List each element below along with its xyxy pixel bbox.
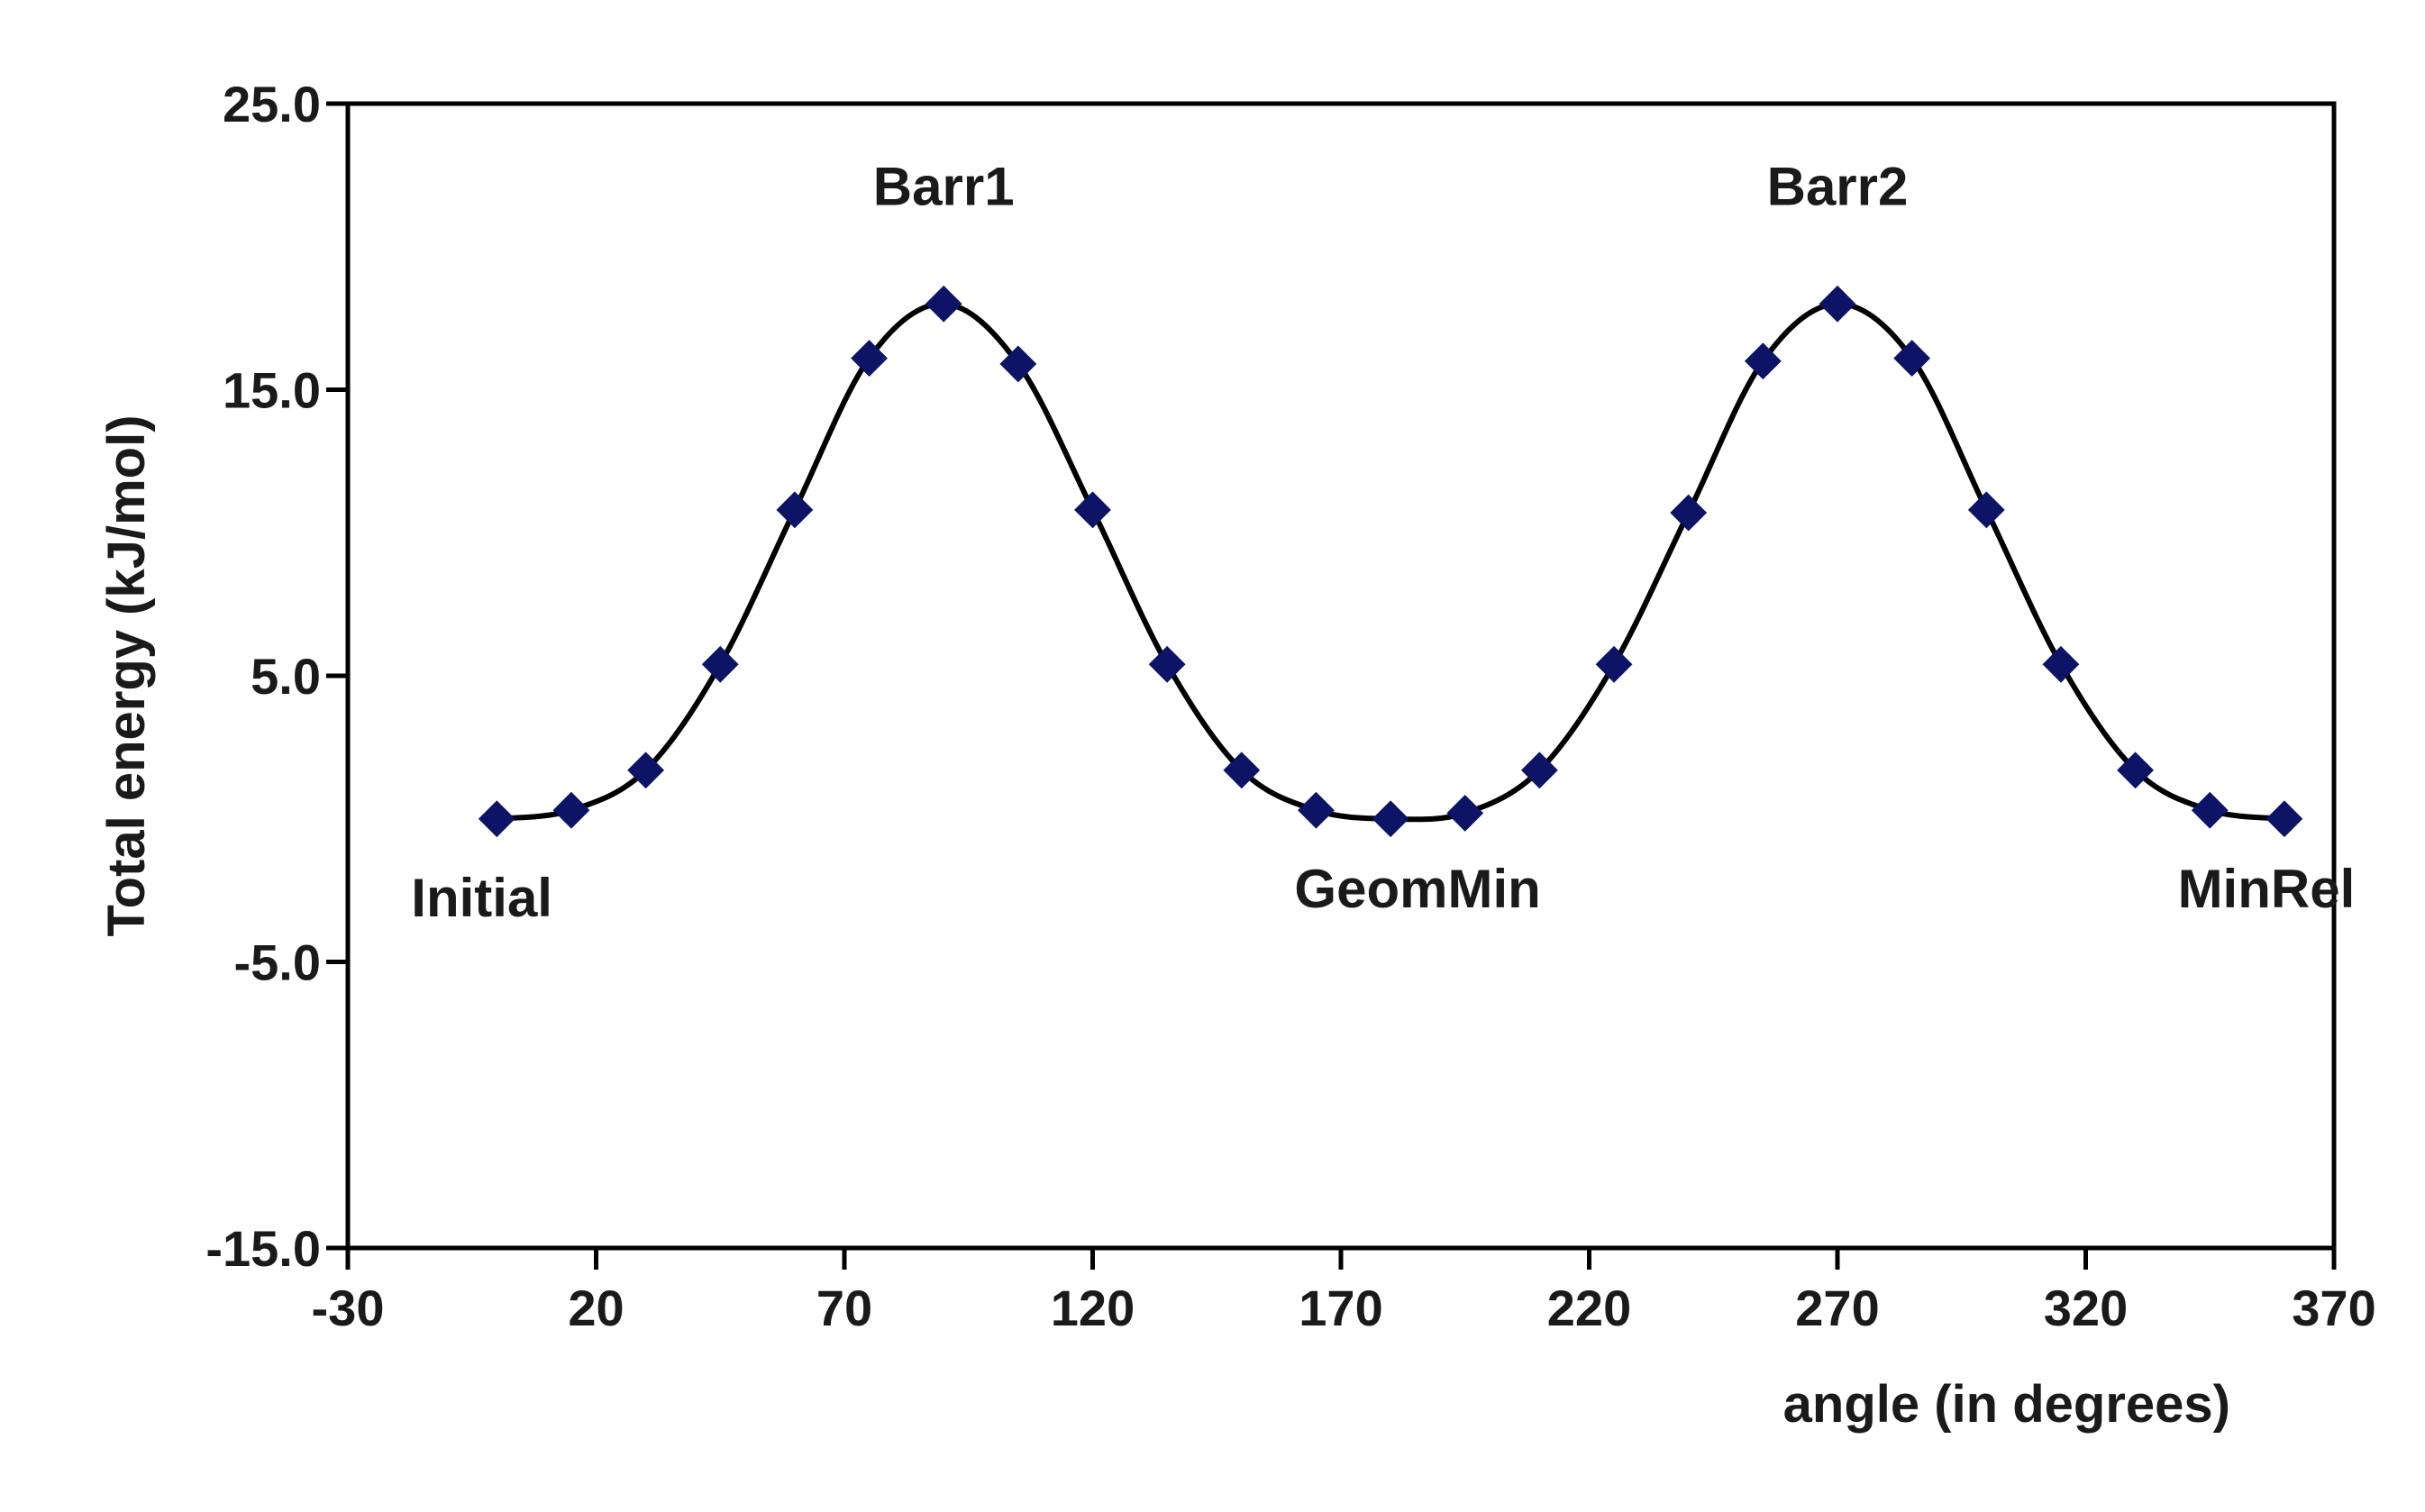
x-tick-label: 220 bbox=[1547, 1280, 1631, 1336]
data-point-marker bbox=[2191, 791, 2229, 829]
y-tick-label: 15.0 bbox=[223, 362, 321, 419]
data-point-marker bbox=[1819, 285, 1856, 323]
data-point-marker bbox=[1893, 340, 1931, 377]
data-point-marker bbox=[2265, 800, 2303, 838]
y-ticks bbox=[326, 101, 348, 1251]
data-point-marker bbox=[1074, 491, 1111, 529]
data-point-marker bbox=[2117, 751, 2155, 789]
data-point-marker bbox=[1298, 791, 1335, 829]
x-tick-label: 170 bbox=[1299, 1280, 1382, 1336]
data-point-marker bbox=[627, 751, 665, 789]
data-point-marker bbox=[1967, 491, 2005, 529]
x-axis-label: angle (in degrees) bbox=[1783, 1375, 2230, 1434]
annotation-label: Barr1 bbox=[873, 156, 1015, 216]
annotation-label: Initial bbox=[411, 868, 552, 928]
data-point-marker bbox=[851, 340, 888, 377]
annotation-label: GeomMin bbox=[1294, 859, 1540, 919]
data-point-marker bbox=[478, 800, 515, 838]
annotation-label: MinRel bbox=[2178, 859, 2356, 919]
data-point-marker bbox=[1670, 494, 1708, 532]
data-point-marker bbox=[701, 645, 739, 683]
x-tick-label: 370 bbox=[2292, 1280, 2375, 1336]
y-tick-label: 5.0 bbox=[251, 648, 321, 705]
data-point-marker bbox=[999, 345, 1037, 383]
data-point-marker bbox=[1446, 794, 1484, 832]
data-point-marker bbox=[552, 791, 590, 829]
annotation-label: Barr2 bbox=[1767, 156, 1909, 216]
x-tick-label: 70 bbox=[816, 1280, 872, 1336]
data-point-marker bbox=[1595, 645, 1633, 683]
x-tick-label: 20 bbox=[568, 1280, 624, 1336]
data-point-marker bbox=[776, 491, 814, 529]
y-tick-label: -15.0 bbox=[205, 1220, 321, 1277]
x-tick-labels: -30 20 70 120 170 220 270 320 370 bbox=[312, 1280, 2376, 1336]
data-point-marker bbox=[1148, 645, 1186, 683]
data-point-marker bbox=[2042, 645, 2080, 683]
y-axis-label: Total energy (kJ/mol) bbox=[97, 414, 156, 936]
data-point-marker bbox=[1372, 800, 1409, 838]
data-point-marker bbox=[1223, 751, 1261, 789]
x-tick-label: 120 bbox=[1051, 1280, 1135, 1336]
series-markers bbox=[478, 285, 2303, 838]
series-curve bbox=[496, 301, 2285, 823]
x-tick-label: 270 bbox=[1795, 1280, 1879, 1336]
plot-frame bbox=[345, 101, 2337, 1251]
data-point-marker bbox=[1520, 751, 1558, 789]
data-point-marker bbox=[925, 285, 962, 323]
y-tick-labels: -15.0 -5.0 5.0 15.0 25.0 bbox=[205, 76, 321, 1277]
y-tick-label: -5.0 bbox=[234, 934, 322, 991]
annotations: Barr1 Barr2 Initial GeomMin MinRel bbox=[411, 156, 2355, 928]
x-tick-label: 320 bbox=[2044, 1280, 2128, 1336]
data-point-marker bbox=[1744, 342, 1782, 380]
x-tick-label: -30 bbox=[312, 1280, 385, 1336]
x-ticks bbox=[345, 1248, 2337, 1270]
y-tick-label: 25.0 bbox=[223, 76, 321, 132]
